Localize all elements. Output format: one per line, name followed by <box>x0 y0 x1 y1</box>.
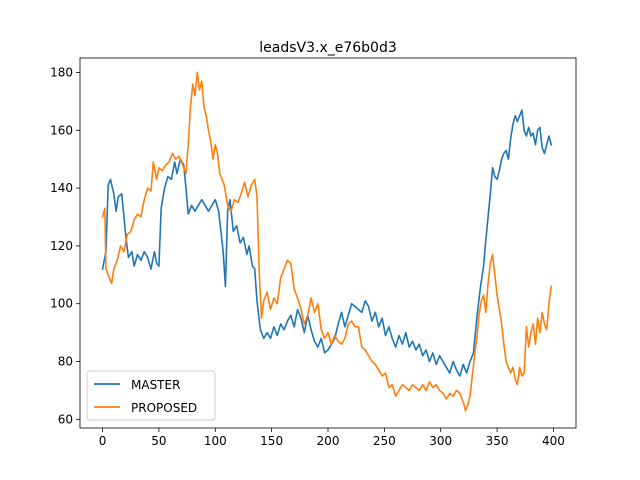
x-tick-label: 200 <box>317 434 340 448</box>
x-tick-label: 100 <box>204 434 227 448</box>
y-tick-label: 120 <box>50 239 73 253</box>
y-tick-label: 100 <box>50 297 73 311</box>
series-layer <box>101 71 553 412</box>
x-tick-label: 0 <box>99 434 107 448</box>
x-tick-label: 350 <box>486 434 509 448</box>
y-tick-label: 160 <box>50 123 73 137</box>
y-tick-label: 60 <box>58 412 73 426</box>
legend-label-master: MASTER <box>131 378 180 392</box>
x-tick-label: 300 <box>429 434 452 448</box>
x-tick-label: 150 <box>260 434 283 448</box>
x-tick-label: 250 <box>373 434 396 448</box>
legend: MASTER PROPOSED <box>86 370 216 421</box>
x-tick-label: 50 <box>151 434 166 448</box>
chart-title: leadsV3.x_e76b0d3 <box>259 40 397 56</box>
series-line-proposed <box>101 71 553 412</box>
y-tick-label: 140 <box>50 181 73 195</box>
y-tick-label: 180 <box>50 65 73 79</box>
legend-label-proposed: PROPOSED <box>131 401 197 415</box>
x-axis: 0 50 100 150 200 250 300 350 400 <box>99 428 565 448</box>
x-tick-label: 400 <box>542 434 565 448</box>
y-axis: 60 80 100 120 140 160 180 <box>50 65 80 426</box>
y-tick-label: 80 <box>58 355 73 369</box>
